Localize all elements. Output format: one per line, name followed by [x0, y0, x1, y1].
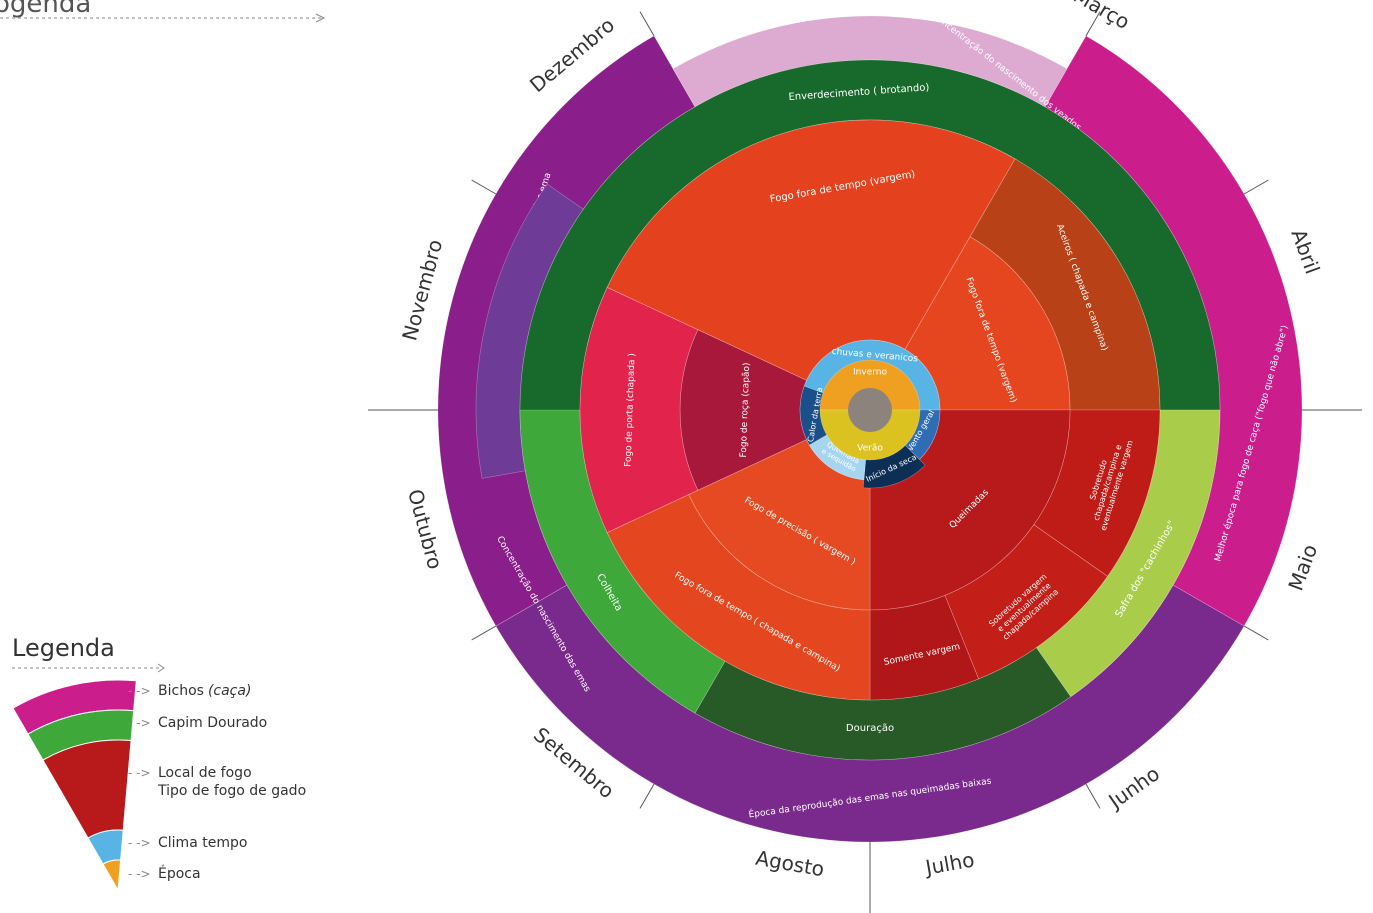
month-divider — [639, 11, 655, 37]
legend-arrow: - -> — [128, 766, 151, 780]
month-divider — [1085, 783, 1101, 809]
segment-colheita: Colheita — [519, 409, 726, 714]
legend-arrow: - -> — [128, 716, 151, 730]
legend-wedge-graphic — [12, 679, 137, 892]
segment-label: Douração — [846, 723, 894, 734]
month-label-abril: Abril — [1286, 226, 1324, 277]
legend-arrow: - -> — [128, 684, 151, 698]
legend-label-bichos: Bichos (caça) — [158, 683, 251, 699]
legend-label-epoca: Época — [158, 865, 201, 882]
segment-fogo-roca: Fogo de roça (capão) — [679, 329, 807, 491]
legend-label-fogo: Local de fogo — [158, 765, 252, 781]
segment-reproducao-emas: Época da reprodução das emas nas queimad… — [495, 584, 1245, 843]
segment-sobretudo-vargem: Sobretudo vargeme eventualmentechapada/c… — [944, 524, 1108, 680]
segment-label: Fogo de roça (capão) — [739, 362, 752, 457]
segment-fogo-fora-vargem-2: Fogo fora de tempo (vargem) — [904, 236, 1071, 411]
legend-label-clima: Clima tempo — [158, 835, 247, 851]
legend-arrow: - -> — [128, 867, 151, 881]
month-label-junho: Junho — [1103, 761, 1164, 814]
legend-swatch-clima — [87, 829, 124, 865]
legend-label-fogo-2: Tipo de fogo de gado — [157, 783, 306, 799]
legend-title: Legenda — [12, 634, 115, 662]
segment-label: Inverno — [853, 368, 887, 378]
header-fragment: ogenda — [0, 0, 91, 19]
segment-aceiros: Aceiros ( chapada e campina) — [969, 158, 1161, 411]
month-divider — [1243, 625, 1269, 641]
month-divider — [471, 625, 497, 641]
legend-panel: ogenda Legenda - -> Bichos (caça) - -> Capim… — [0, 0, 326, 892]
segment-somente-vargem: Somente vargem — [869, 595, 980, 701]
month-label-novembro: Novembro — [397, 237, 447, 343]
month-divider — [471, 179, 497, 195]
segment-sobretudo-chapada: Sobretudochapada/campina eeventualmente … — [1033, 409, 1161, 577]
legend-label-capim: Capim Dourado — [158, 715, 267, 731]
segment-fogo-caca: Melhor época para fogo de caça ("fogo qu… — [1044, 35, 1303, 627]
month-label-maio: Maio — [1283, 541, 1322, 594]
month-label-julho: Julho — [922, 847, 976, 879]
legend-swatch-fogo — [42, 739, 132, 839]
segment-label: Fogo de porta (chapada ) — [624, 353, 638, 467]
segment-fogo-porta: Fogo de porta (chapada ) — [579, 287, 699, 533]
month-divider — [639, 783, 655, 809]
segment-label: Verão — [857, 444, 883, 454]
month-label-marco: Março — [1070, 0, 1134, 34]
month-label-outubro: Outubro — [403, 487, 447, 572]
month-label-agosto: Agosto — [754, 846, 826, 882]
segment-fogo-precisao: Fogo de precisão ( vargem ) — [688, 439, 871, 611]
legend-swatch-epoca — [102, 859, 122, 892]
legend-arrow: - -> — [128, 836, 151, 850]
center-hub — [848, 388, 892, 432]
month-divider — [1085, 11, 1101, 37]
month-divider — [1243, 179, 1269, 195]
